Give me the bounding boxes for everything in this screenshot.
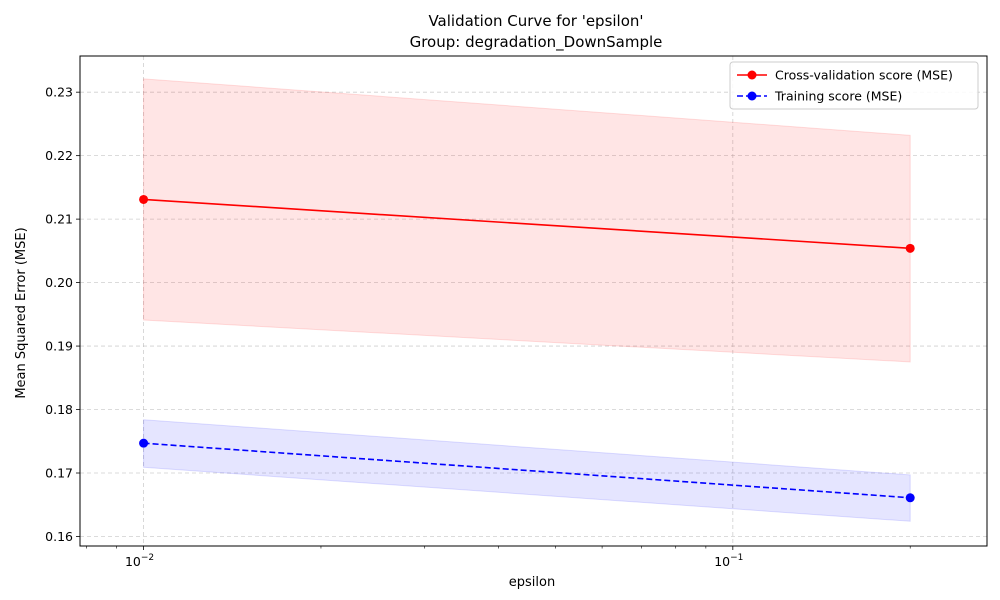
series-1-line bbox=[143, 442, 911, 499]
legend-box bbox=[729, 61, 979, 110]
y-tick-label-3: 0.19 bbox=[45, 339, 73, 354]
legend: Cross-validation score (MSE) Training sco… bbox=[729, 61, 979, 110]
series-1-band bbox=[143, 419, 911, 522]
y-axis-label: Mean Squared Error (MSE) bbox=[14, 227, 29, 398]
y-tick-label-6: 0.22 bbox=[45, 148, 73, 163]
chart-subtitle: Group: degradation_DownSample bbox=[410, 33, 663, 52]
x-axis-label: epsilon bbox=[509, 575, 555, 590]
y-tick-label-5: 0.21 bbox=[45, 212, 73, 227]
series-0-point-0 bbox=[139, 194, 149, 204]
x-tick-label-1: 10−1 bbox=[714, 553, 743, 569]
series-1-point-0 bbox=[139, 438, 149, 448]
series-1-point-1 bbox=[905, 493, 915, 503]
legend-label-0: Cross-validation score (MSE) bbox=[775, 68, 953, 83]
y-tick-label-7: 0.23 bbox=[45, 85, 73, 100]
chart-title: Validation Curve for 'epsilon' bbox=[428, 12, 643, 30]
x-tick-label-0: 10−2 bbox=[125, 553, 154, 569]
y-tick-label-4: 0.20 bbox=[45, 275, 73, 290]
series-0 bbox=[139, 78, 915, 363]
legend-marker-1 bbox=[747, 91, 757, 101]
series-0-band bbox=[143, 78, 911, 363]
plot-frame bbox=[79, 55, 988, 547]
legend-label-1: Training score (MSE) bbox=[774, 89, 902, 104]
y-tick-label-2: 0.18 bbox=[45, 402, 73, 417]
series-1 bbox=[139, 419, 915, 522]
legend-marker-0 bbox=[747, 70, 757, 80]
series-0-point-1 bbox=[905, 243, 915, 253]
y-tick-label-1: 0.17 bbox=[45, 466, 73, 481]
series-0-line bbox=[143, 198, 911, 250]
grid-lines bbox=[80, 56, 987, 546]
y-tick-label-0: 0.16 bbox=[45, 529, 73, 544]
